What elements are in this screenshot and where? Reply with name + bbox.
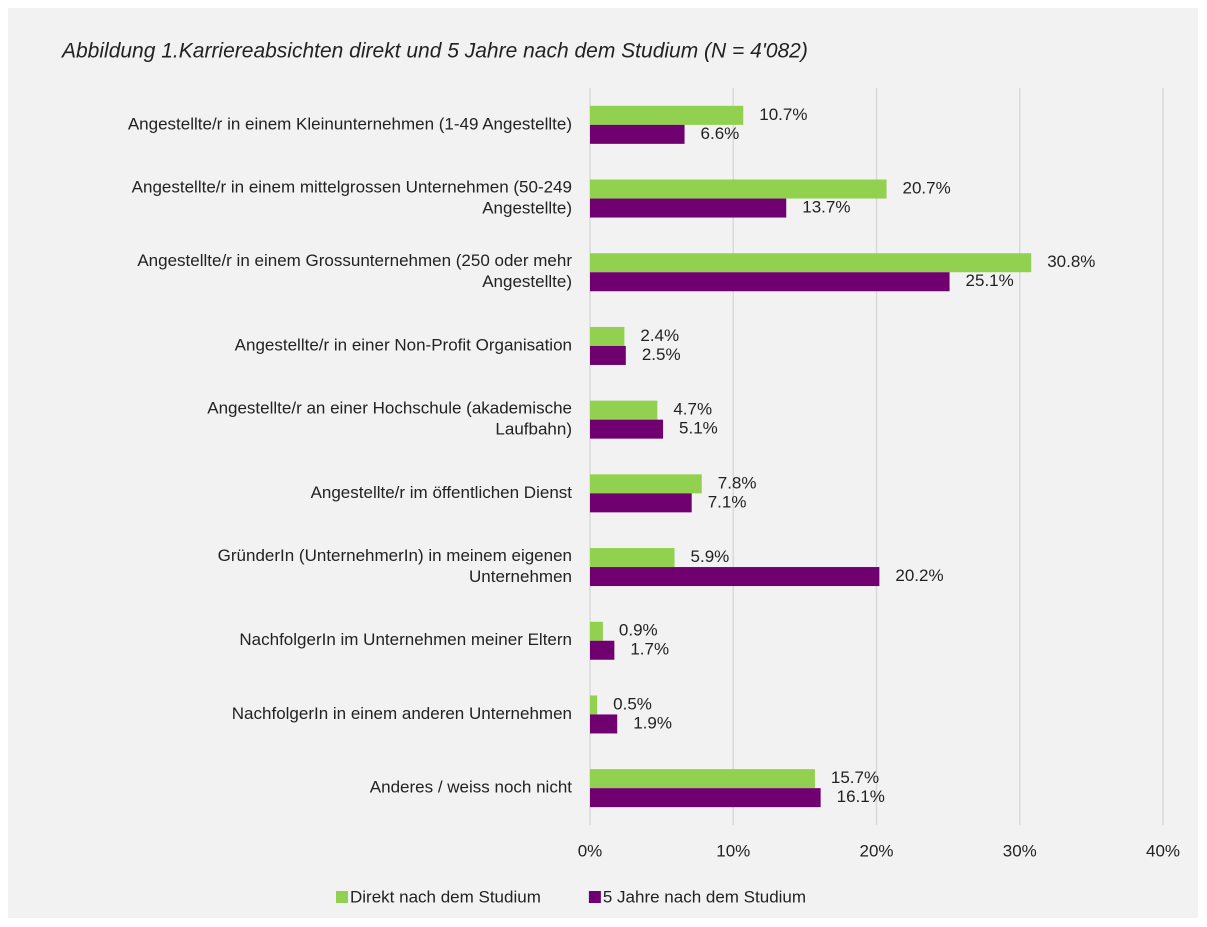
bar — [590, 640, 615, 660]
bar — [590, 769, 815, 789]
bar — [590, 105, 744, 125]
x-tick-label: 0% — [578, 841, 603, 860]
x-tick-label: 40% — [1146, 841, 1180, 860]
data-label: 7.1% — [708, 492, 747, 511]
data-label: 1.9% — [633, 713, 672, 732]
data-label: 15.7% — [831, 768, 879, 787]
data-label: 20.2% — [895, 566, 943, 585]
bar — [590, 419, 664, 439]
data-label: 7.8% — [718, 473, 757, 492]
bar — [590, 124, 685, 144]
y-tick-label: Unternehmen — [469, 567, 572, 586]
chart-background — [8, 8, 1198, 918]
bar — [590, 548, 675, 568]
y-tick-label: NachfolgerIn in einem anderen Unternehme… — [232, 704, 572, 723]
legend-label: Direkt nach dem Studium — [350, 887, 541, 906]
legend-swatch — [588, 891, 601, 903]
x-tick-label: 10% — [716, 841, 750, 860]
chart-title: Abbildung 1.Karriereabsichten direkt und… — [60, 40, 808, 63]
bar — [590, 345, 626, 365]
bar — [590, 400, 658, 420]
data-label: 30.8% — [1047, 252, 1095, 271]
bar — [590, 714, 618, 734]
y-tick-label: GründerIn (UnternehmerIn) in meinem eige… — [218, 546, 572, 565]
data-label: 6.6% — [701, 124, 740, 143]
data-label: 16.1% — [837, 787, 885, 806]
bar — [590, 253, 1032, 273]
y-tick-label: Angestellte/r im öffentlichen Dienst — [311, 483, 573, 502]
legend-swatch — [336, 891, 348, 903]
data-label: 0.9% — [619, 621, 658, 640]
data-label: 20.7% — [903, 179, 951, 198]
data-label: 0.5% — [613, 694, 652, 713]
legend-label: 5 Jahre nach dem Studium — [603, 887, 806, 906]
bar — [590, 788, 821, 808]
data-label: 5.9% — [691, 547, 730, 566]
data-label: 2.4% — [640, 326, 679, 345]
data-label: 2.5% — [642, 345, 681, 364]
bar — [590, 493, 692, 513]
bar — [590, 272, 950, 292]
bar — [590, 198, 787, 218]
y-tick-label: Angestellte/r in einem mittelgrossen Unt… — [132, 178, 572, 197]
bar — [590, 326, 625, 346]
y-tick-label: Anderes / weiss noch nicht — [370, 778, 572, 797]
data-label: 13.7% — [802, 198, 850, 217]
data-label: 4.7% — [673, 400, 712, 419]
y-tick-label: Angestellte) — [482, 272, 572, 291]
bar — [590, 695, 598, 715]
y-tick-label: NachfolgerIn im Unternehmen meiner Elter… — [239, 630, 572, 649]
bar — [590, 474, 702, 494]
data-label: 5.1% — [679, 419, 718, 438]
y-tick-label: Angestellte) — [482, 199, 572, 218]
data-label: 25.1% — [966, 271, 1014, 290]
y-tick-label: Angestellte/r in einem Kleinunternehmen … — [128, 114, 572, 133]
bar — [590, 179, 887, 199]
y-tick-label: Angestellte/r in einem Grossunternehmen … — [137, 251, 572, 270]
bar — [590, 621, 603, 641]
x-tick-label: 30% — [1003, 841, 1037, 860]
data-label: 1.7% — [630, 640, 669, 659]
x-tick-label: 20% — [859, 841, 893, 860]
bar — [590, 567, 880, 587]
y-tick-label: Laufbahn) — [495, 420, 572, 439]
data-label: 10.7% — [759, 105, 807, 124]
y-tick-label: Angestellte/r in einer Non-Profit Organi… — [235, 335, 572, 354]
y-tick-label: Angestellte/r an einer Hochschule (akade… — [207, 399, 572, 418]
